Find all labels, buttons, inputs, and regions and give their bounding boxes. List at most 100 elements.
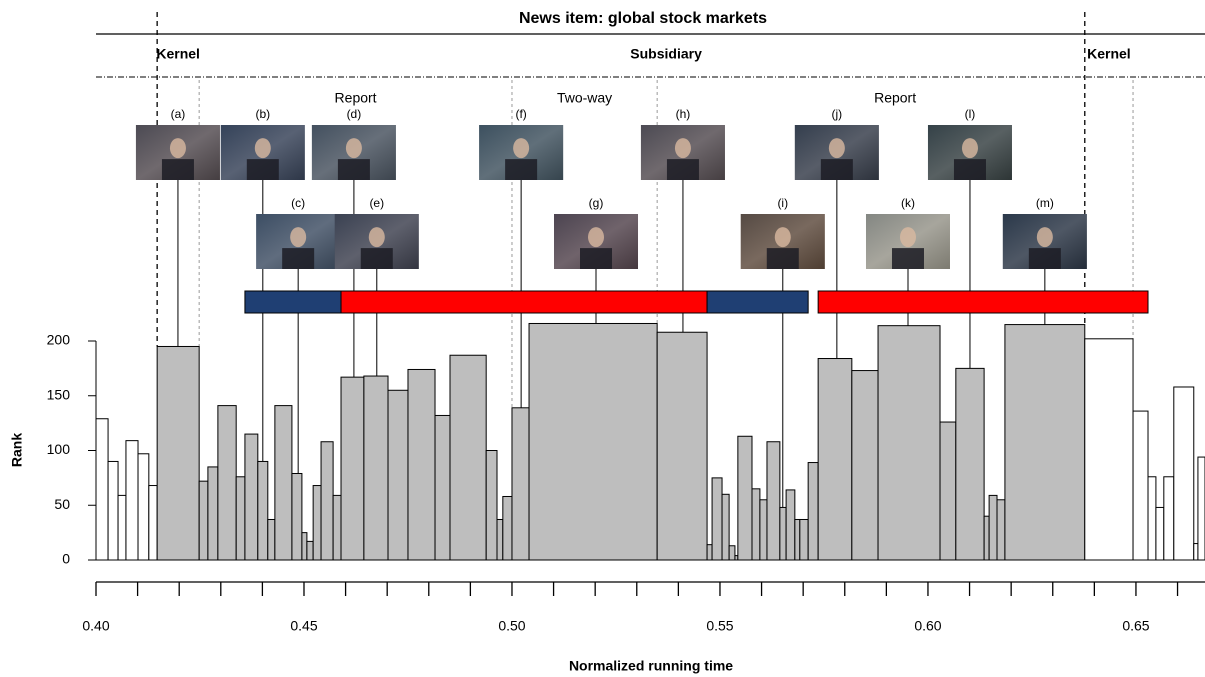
bar	[706, 544, 713, 561]
region-label: Kernel	[156, 46, 200, 62]
bar	[807, 462, 819, 561]
bar	[721, 493, 730, 561]
bar	[235, 476, 246, 561]
bar	[1004, 324, 1086, 561]
frame-label: (d)	[347, 107, 362, 121]
frame-figure	[588, 227, 605, 248]
frame-figure	[961, 138, 978, 159]
frame-figure	[345, 138, 362, 159]
frame-figure-body	[766, 248, 799, 269]
frame-label: (j)	[832, 107, 843, 121]
frame-figure-body	[161, 159, 194, 180]
bar	[1173, 386, 1195, 561]
frame-figure-body	[246, 159, 279, 180]
bar	[1132, 410, 1149, 561]
frame-figure	[828, 138, 845, 159]
bar	[95, 418, 109, 561]
segment-bar	[340, 290, 708, 314]
frame-figure-body	[1028, 248, 1061, 269]
x-tick-label: 0.55	[706, 618, 733, 634]
bar	[148, 485, 158, 561]
bar	[340, 376, 365, 561]
bar	[502, 495, 513, 561]
bar	[312, 485, 322, 561]
frame-figure-body	[282, 248, 315, 269]
bar	[877, 325, 941, 561]
bar	[766, 441, 781, 561]
bar	[1155, 506, 1165, 561]
bar	[332, 494, 342, 561]
segment-type-label: Two-way	[557, 90, 612, 106]
frame-label: (a)	[171, 107, 186, 121]
bar	[1147, 476, 1157, 561]
bar	[785, 489, 796, 561]
bar	[711, 477, 723, 561]
y-tick-label: 50	[54, 496, 70, 512]
frame-figure	[169, 138, 186, 159]
bar	[125, 440, 139, 561]
frame-figure-body	[360, 248, 393, 269]
bar	[528, 322, 658, 561]
frame-figure-body	[505, 159, 538, 180]
bar	[851, 370, 879, 561]
bar	[244, 433, 259, 561]
bar	[817, 358, 853, 561]
frame-label: (l)	[965, 107, 976, 121]
bar	[267, 518, 276, 561]
frame-figure	[513, 138, 530, 159]
bar	[988, 494, 998, 561]
bar	[656, 331, 708, 561]
bar	[1197, 456, 1205, 561]
frame-figure-body	[666, 159, 699, 180]
bar	[496, 518, 504, 561]
y-axis-title: Rank	[9, 433, 25, 467]
frame-label: (k)	[901, 196, 915, 210]
segment-type-label: Report	[874, 90, 916, 106]
bar	[983, 515, 990, 561]
frame-figure	[254, 138, 271, 159]
bar	[363, 375, 389, 561]
frame-label: (m)	[1036, 196, 1054, 210]
segment-type-label: Report	[335, 90, 377, 106]
frame-label: (g)	[589, 196, 604, 210]
bar	[728, 545, 736, 561]
y-tick-label: 200	[47, 332, 71, 348]
bar	[156, 345, 200, 561]
bar	[511, 407, 530, 561]
frame-label: (e)	[369, 196, 384, 210]
bar	[955, 367, 985, 561]
x-tick-label: 0.45	[290, 618, 317, 634]
bar	[274, 405, 293, 561]
y-tick-label: 100	[47, 441, 71, 457]
bar	[137, 453, 150, 561]
bar	[301, 532, 308, 561]
frame-figure-body	[337, 159, 370, 180]
bar	[1163, 476, 1175, 561]
segment-bar	[244, 290, 342, 314]
frame-figure-body	[580, 248, 613, 269]
frame-figure	[899, 227, 916, 248]
frame-label: (i)	[777, 196, 788, 210]
frame-label: (f)	[515, 107, 526, 121]
x-tick-label: 0.40	[82, 618, 109, 634]
x-tick-label: 0.60	[914, 618, 941, 634]
bar	[759, 499, 768, 561]
bar	[449, 354, 487, 561]
bar	[737, 435, 753, 561]
frame-figure	[774, 227, 791, 248]
x-axis-title: Normalized running time	[569, 658, 733, 674]
bar	[1084, 338, 1134, 561]
frame-figure	[290, 227, 307, 248]
frame-figure-body	[820, 159, 853, 180]
bar	[939, 421, 957, 561]
bar	[799, 518, 809, 561]
frame-figure	[674, 138, 691, 159]
y-tick-label: 150	[47, 386, 71, 402]
frame-figure	[368, 227, 385, 248]
frame-figure-body	[953, 159, 986, 180]
bar	[794, 518, 801, 561]
bar	[320, 441, 334, 561]
region-label: Kernel	[1087, 46, 1131, 62]
bar	[257, 460, 269, 561]
